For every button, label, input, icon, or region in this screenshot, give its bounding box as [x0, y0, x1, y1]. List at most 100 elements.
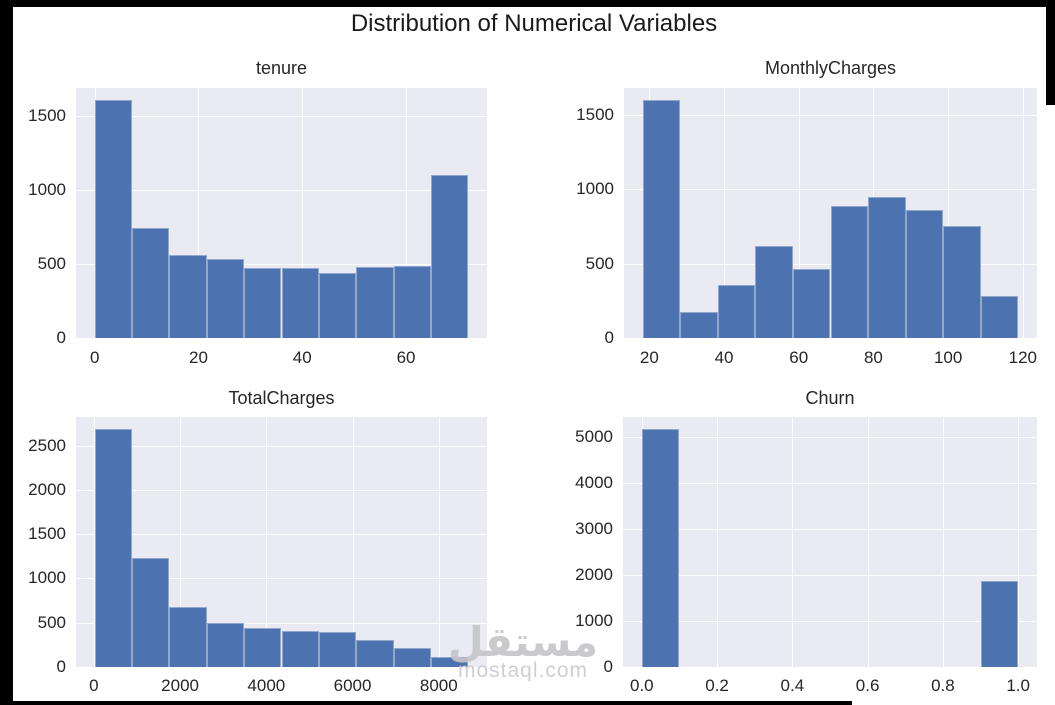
- frame-edge-top: [0, 0, 1055, 7]
- histogram-bar: [206, 622, 245, 667]
- histogram-bar: [717, 285, 756, 338]
- subplot-title-TotalCharges: TotalCharges: [228, 388, 335, 408]
- gridline: [76, 264, 487, 266]
- histogram-bar: [642, 99, 681, 338]
- x-tick-label: 0.6: [855, 676, 880, 695]
- y-tick-label: 1000: [28, 568, 66, 588]
- x-tick-label: 80: [863, 348, 883, 367]
- x-tick-label: 100: [933, 348, 963, 367]
- y-tick-label: 1500: [28, 524, 66, 544]
- plot-area-Churn: [623, 417, 1037, 667]
- gridline: [352, 417, 354, 667]
- gridline: [867, 417, 869, 667]
- histogram-bar: [356, 267, 394, 338]
- x-tick-label: 20: [189, 348, 208, 367]
- histogram-bar: [244, 627, 282, 667]
- subplot-title-tenure: tenure: [255, 58, 308, 78]
- frame-edge-bottom: [0, 701, 852, 705]
- y-tick-label: 2000: [575, 564, 613, 584]
- plot-area-TotalCharges: [76, 417, 487, 667]
- y-tick-label: 0: [603, 657, 613, 676]
- y-tick-label: 0: [56, 328, 66, 347]
- frame-edge-right: [1046, 0, 1055, 105]
- histogram-bar: [868, 196, 906, 338]
- gridline: [717, 417, 719, 667]
- histogram-bar: [169, 255, 207, 338]
- gridline: [1018, 417, 1020, 667]
- histogram-bar: [430, 656, 469, 667]
- y-tick-label: 1000: [576, 179, 614, 199]
- gridline: [1022, 88, 1024, 338]
- y-tick-label: 500: [585, 253, 614, 273]
- gridline: [942, 417, 944, 667]
- histogram-bar: [393, 648, 431, 667]
- x-tick-label: 0: [89, 676, 99, 695]
- gridline: [76, 622, 487, 624]
- x-tick-label: 20: [639, 348, 659, 367]
- gridline: [438, 417, 440, 667]
- x-tick-label: 0.8: [931, 676, 955, 695]
- x-tick-label: 2000: [161, 676, 199, 695]
- y-tick-label: 4000: [575, 472, 613, 492]
- gridline: [198, 88, 200, 338]
- gridline: [76, 578, 487, 580]
- y-tick-label: 1500: [28, 106, 66, 126]
- x-tick-label: 0.4: [780, 676, 805, 695]
- x-tick-label: 4000: [247, 676, 286, 695]
- y-tick-label: 0: [604, 328, 614, 347]
- x-tick-label: 0.0: [629, 676, 654, 695]
- gridline: [623, 436, 1037, 438]
- subplot-title-MonthlyCharges: MonthlyCharges: [764, 58, 897, 78]
- histogram-bar: [94, 99, 133, 338]
- histogram-bar: [830, 205, 869, 338]
- gridline: [624, 189, 1037, 191]
- x-tick-label: 8000: [419, 676, 458, 695]
- histogram-bar: [641, 428, 680, 667]
- y-tick-label: 3000: [575, 518, 613, 538]
- y-tick-label: 1000: [575, 610, 613, 630]
- gridline: [76, 190, 487, 192]
- histogram-bar: [943, 225, 981, 338]
- x-tick-label: 0.2: [705, 676, 729, 695]
- gridline: [76, 116, 487, 118]
- histogram-bar: [318, 272, 357, 338]
- subplot-title-Churn: Churn: [805, 388, 855, 408]
- gridline: [623, 528, 1037, 530]
- x-tick-label: 60: [396, 348, 416, 367]
- gridline: [180, 417, 182, 667]
- x-tick-label: 6000: [333, 676, 372, 695]
- histogram-bar: [132, 557, 170, 667]
- gridline: [724, 88, 726, 338]
- y-tick-label: 1000: [28, 180, 66, 200]
- gridline: [624, 114, 1037, 116]
- histogram-bar: [206, 258, 245, 338]
- gridline: [406, 88, 408, 338]
- gridline: [302, 88, 304, 338]
- y-tick-label: 0: [56, 657, 66, 676]
- gridline: [76, 445, 487, 447]
- histogram-bar: [169, 606, 207, 667]
- histogram-bar: [132, 227, 170, 338]
- frame-edge-left: [0, 0, 13, 705]
- gridline: [623, 620, 1037, 622]
- histogram-bar: [680, 311, 718, 338]
- gridline: [792, 417, 794, 667]
- y-tick-label: 2000: [28, 479, 66, 499]
- histogram-bar: [281, 631, 319, 667]
- histogram-bar: [792, 268, 831, 338]
- histogram-bar: [980, 296, 1019, 338]
- histogram-bar: [980, 581, 1019, 667]
- histogram-bar: [905, 210, 944, 338]
- gridline: [76, 489, 487, 491]
- y-tick-label: 5000: [575, 426, 613, 446]
- y-tick-label: 2500: [28, 435, 66, 455]
- y-tick-label: 1500: [576, 104, 614, 124]
- histogram-bar: [281, 268, 319, 338]
- histogram-bar: [393, 266, 431, 338]
- gridline: [623, 482, 1037, 484]
- x-tick-label: 1.0: [1006, 676, 1030, 695]
- histogram-bar: [755, 245, 793, 338]
- figure-title: Distribution of Numerical Variables: [350, 10, 718, 37]
- gridline: [798, 88, 800, 338]
